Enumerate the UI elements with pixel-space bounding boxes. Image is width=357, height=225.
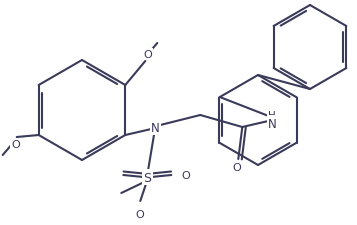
Text: O: O: [181, 170, 190, 180]
Text: O: O: [135, 209, 144, 219]
Text: S: S: [143, 171, 151, 184]
Text: H: H: [268, 110, 276, 120]
Text: N: N: [151, 121, 160, 134]
Text: O: O: [143, 50, 152, 60]
Text: O: O: [11, 139, 20, 149]
Text: O: O: [232, 162, 241, 172]
Text: N: N: [268, 117, 277, 130]
